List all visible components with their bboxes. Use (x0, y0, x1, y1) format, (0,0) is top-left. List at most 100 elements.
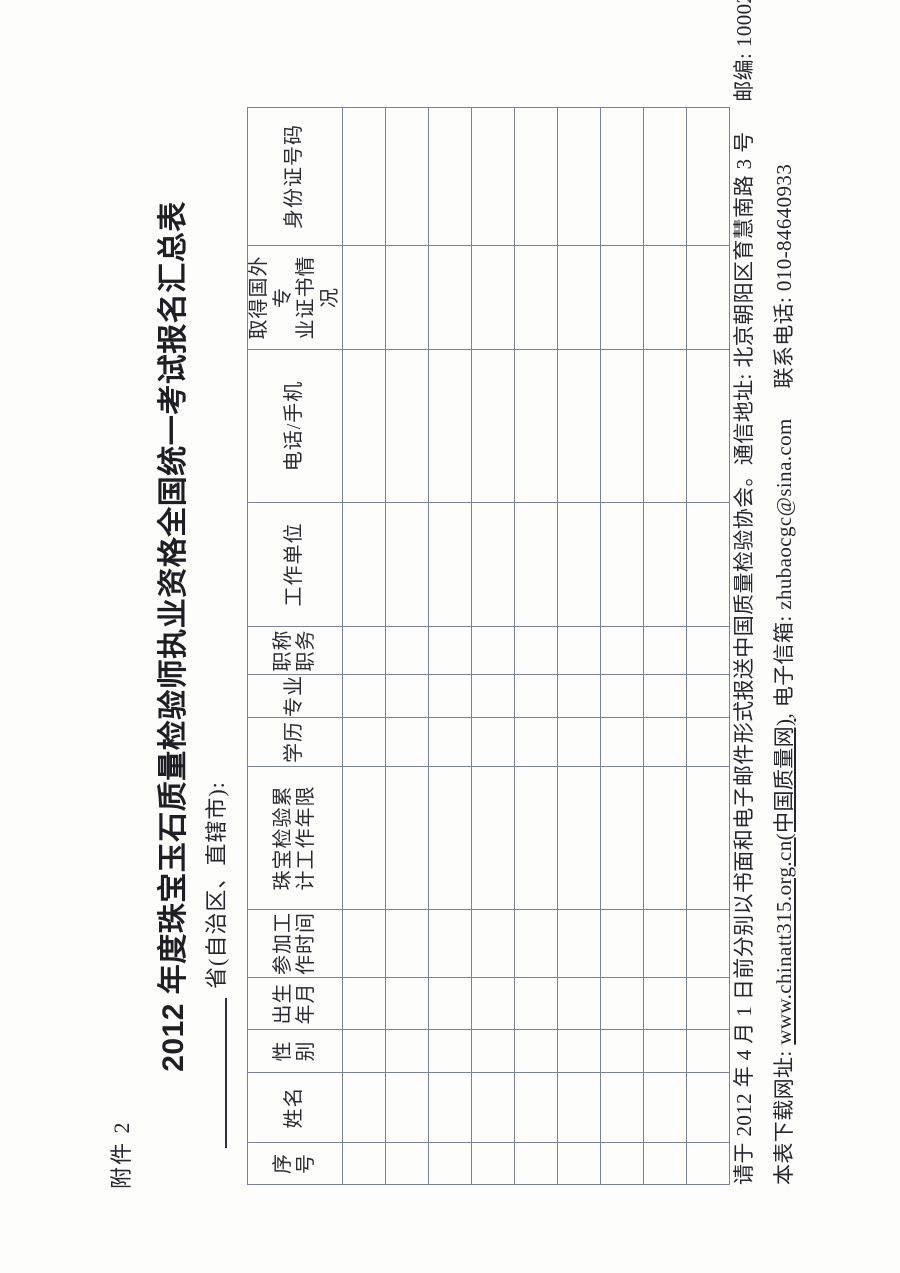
column-header-1: 姓名 (247, 1072, 343, 1143)
attachment-label: 附件 2 (109, 1120, 134, 1189)
empty-cell (514, 1142, 558, 1185)
column-header-11: 取得国外专 业证书情况 (247, 245, 343, 350)
table-row (428, 107, 472, 1185)
empty-cell (686, 977, 730, 1030)
empty-cell (471, 1029, 515, 1073)
column-header-0: 序 号 (247, 1142, 343, 1185)
empty-cell (643, 626, 687, 675)
empty-cell (342, 909, 386, 978)
empty-cell (557, 349, 601, 503)
empty-cell (342, 245, 386, 350)
empty-cell (686, 245, 730, 350)
table-row (643, 107, 687, 1185)
empty-cell (428, 1072, 472, 1143)
document-title: 2012 年度珠宝玉石质量检验师执业资格全国统一考试报名汇总表 (157, 201, 190, 1072)
empty-cell (428, 349, 472, 503)
empty-cell (643, 245, 687, 350)
empty-cell (557, 977, 601, 1030)
empty-cell (600, 717, 644, 767)
empty-cell (686, 674, 730, 718)
empty-cell (514, 977, 558, 1030)
empty-cell (471, 245, 515, 350)
empty-cell (600, 107, 644, 246)
download-url: www.chinatt315.org.cn(中国质量网) (772, 718, 796, 1045)
empty-cell (471, 349, 515, 503)
column-header-9: 工作单位 (247, 502, 343, 627)
empty-cell (557, 766, 601, 910)
header-row: 序 号姓名性 别出生 年月 参加工 作时间 珠宝检验累 计工作年限 学历 专业 职称 职务… (247, 107, 343, 1185)
empty-cell (557, 1142, 601, 1185)
empty-cell (514, 626, 558, 675)
empty-cell (557, 1029, 601, 1073)
province-label: 省(自治区、直辖市): (204, 781, 229, 989)
empty-cell (557, 909, 601, 978)
empty-cell (557, 717, 601, 767)
empty-cell (686, 107, 730, 246)
empty-cell (686, 1029, 730, 1073)
table-row (342, 107, 386, 1185)
empty-cell (686, 717, 730, 767)
empty-cell (600, 909, 644, 978)
table-row (514, 107, 558, 1185)
empty-cell (600, 245, 644, 350)
footer-line-1: 请于 2012 年 4 月 1 日前分别以书面和电子邮件形式报送中国质量检验协会… (728, 0, 758, 1185)
empty-cell (342, 717, 386, 767)
empty-cell (342, 977, 386, 1030)
empty-cell (600, 766, 644, 910)
empty-cell (428, 1142, 472, 1185)
empty-cell (514, 1029, 558, 1073)
column-header-12: 身份证号码 (247, 107, 343, 246)
empty-cell (686, 909, 730, 978)
empty-cell (385, 349, 429, 503)
empty-cell (471, 1072, 515, 1143)
footer-line-2: 本表下载网址: www.chinatt315.org.cn(中国质量网), 电子… (768, 164, 798, 1185)
empty-cell (557, 245, 601, 350)
empty-cell (342, 1072, 386, 1143)
empty-cell (342, 349, 386, 503)
empty-cell (557, 626, 601, 675)
contact-email: , 电子信箱: zhubaocgc@sina.com (772, 418, 796, 719)
table-row (557, 107, 601, 1185)
empty-cell (600, 502, 644, 627)
empty-cell (514, 674, 558, 718)
empty-cell (385, 107, 429, 246)
empty-cell (385, 626, 429, 675)
empty-cell (385, 1072, 429, 1143)
table-row (385, 107, 429, 1185)
download-label: 本表下载网址: (772, 1044, 796, 1185)
empty-cell (557, 502, 601, 627)
empty-cell (428, 909, 472, 978)
column-header-5: 珠宝检验累 计工作年限 (247, 766, 343, 910)
empty-cell (686, 766, 730, 910)
empty-cell (600, 1029, 644, 1073)
empty-cell (428, 1029, 472, 1073)
empty-cell (643, 909, 687, 978)
empty-cell (514, 245, 558, 350)
empty-cell (471, 107, 515, 246)
empty-cell (471, 717, 515, 767)
column-header-8: 职称 职务 (247, 626, 343, 675)
empty-cell (385, 245, 429, 350)
empty-cell (385, 977, 429, 1030)
empty-cell (514, 502, 558, 627)
contact-phone: 联系电话: 010-84640933 (772, 163, 796, 389)
empty-cell (600, 674, 644, 718)
empty-cell (686, 1072, 730, 1143)
column-header-10: 电话/手机 (247, 349, 343, 503)
empty-cell (385, 1029, 429, 1073)
postal-code: 邮编: 100029 (732, 0, 756, 102)
empty-cell (428, 977, 472, 1030)
column-header-7: 专业 (247, 674, 343, 718)
empty-cell (428, 717, 472, 767)
table-row (686, 107, 730, 1185)
empty-cell (385, 766, 429, 910)
empty-cell (643, 977, 687, 1030)
empty-cell (514, 717, 558, 767)
column-header-3: 出生 年月 (247, 977, 343, 1030)
empty-cell (514, 349, 558, 503)
empty-cell (643, 766, 687, 910)
column-header-4: 参加工 作时间 (247, 909, 343, 978)
empty-cell (643, 1029, 687, 1073)
